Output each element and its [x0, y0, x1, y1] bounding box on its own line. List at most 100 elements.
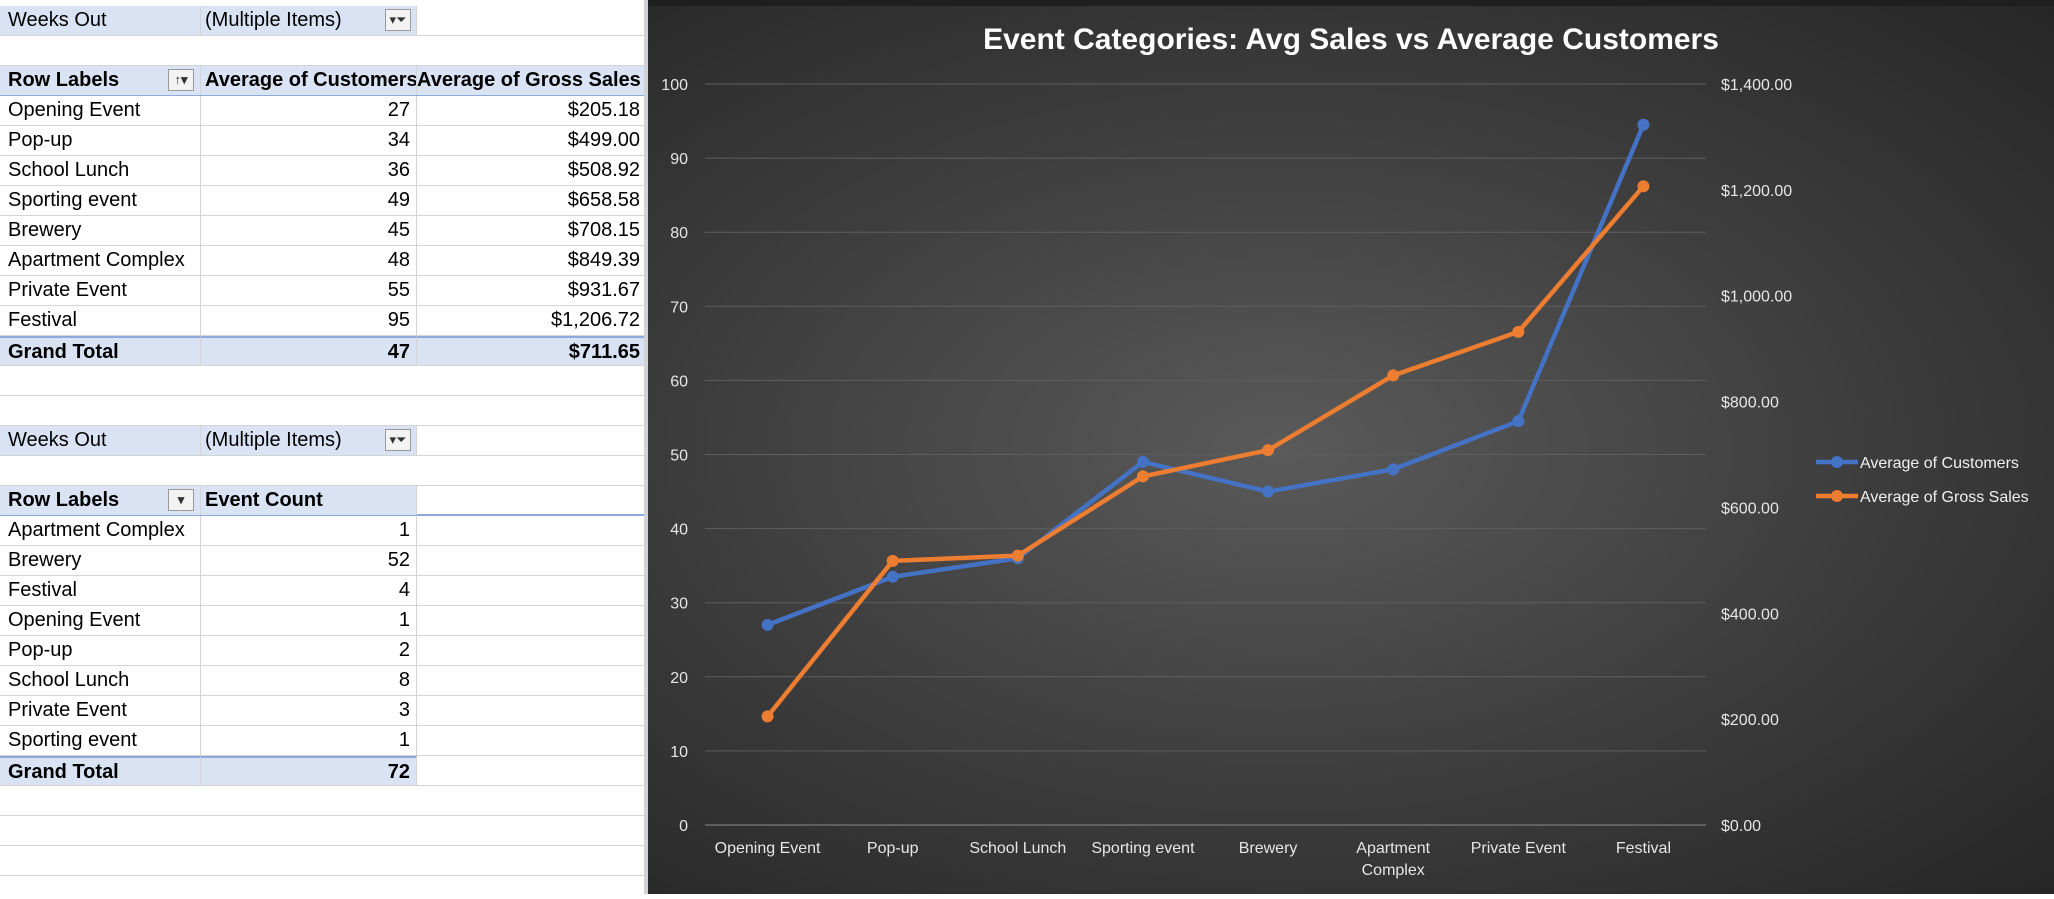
right-tick-label: $1,200.00 — [1721, 183, 1792, 200]
pivot1-row: Opening Event 27 $205.18 — [0, 96, 646, 126]
data-point-sales — [761, 710, 774, 723]
pivot1-filter-label: Weeks Out — [0, 6, 201, 35]
pivot1-header-row-labels[interactable]: Row Labels ↑▾ — [0, 66, 201, 95]
right-tick-label: $1,000.00 — [1721, 289, 1792, 306]
pivot2-row-count[interactable]: 1 — [201, 516, 417, 545]
pivot1-row: School Lunch 36 $508.92 — [0, 156, 646, 186]
pivot2-row-label[interactable]: Festival — [0, 576, 201, 605]
empty-cell — [417, 426, 646, 455]
pivot2-filter-value-text: (Multiple Items) — [205, 429, 342, 451]
data-point-customers — [1637, 118, 1650, 131]
pivot1-row-label[interactable]: Apartment Complex — [0, 246, 201, 275]
pivot2-grand-total-row: Grand Total 72 — [0, 756, 646, 786]
right-tick-label: $400.00 — [1721, 606, 1779, 623]
filter-icon[interactable]: ▾⏷ — [385, 9, 411, 31]
pivot2-row-count[interactable]: 1 — [201, 726, 417, 755]
empty-row — [0, 366, 646, 396]
pivot1-header-row: Row Labels ↑▾ Average of Customers Avera… — [0, 66, 646, 96]
pivot2-row-label[interactable]: Sporting event — [0, 726, 201, 755]
series-group — [761, 118, 1650, 723]
sort-filter-icon[interactable]: ↑▾ — [168, 69, 194, 91]
pivot1-row-sales[interactable]: $931.67 — [567, 279, 640, 301]
pivot1-row-label[interactable]: Private Event — [0, 276, 201, 305]
pivot1-row-sales[interactable]: $1,206.72 — [551, 309, 640, 331]
pivot1-row-label[interactable]: School Lunch — [0, 156, 201, 185]
data-point-sales — [1637, 180, 1650, 193]
pivot1-row-label[interactable]: Opening Event — [0, 96, 201, 125]
pivot1-row-customers[interactable]: 34 — [201, 126, 417, 155]
pivot2-row-label[interactable]: Brewery — [0, 546, 201, 575]
pivot1-row: Sporting event 49 $658.58 — [0, 186, 646, 216]
pivot1-row-sales[interactable]: $205.18 — [567, 99, 640, 121]
pivot1-row: Apartment Complex 48 $849.39 — [0, 246, 646, 276]
empty-cell — [417, 6, 646, 35]
legend-label: Average of Customers — [1860, 455, 2019, 472]
pivot1-row-customers[interactable]: 27 — [201, 96, 417, 125]
pivot2-total-label[interactable]: Grand Total — [0, 756, 201, 785]
pivot2-row-count[interactable]: 4 — [201, 576, 417, 605]
data-point-customers — [1136, 455, 1149, 468]
pivot1-row-label[interactable]: Festival — [0, 306, 201, 335]
pivot1-row-customers[interactable]: 55 — [201, 276, 417, 305]
left-tick-label: 90 — [670, 151, 688, 168]
empty-row — [0, 396, 646, 426]
chart-legend[interactable]: Average of Customers Average of Gross Sal… — [1816, 455, 2029, 506]
pivot1-total-sales[interactable]: $711.65 — [417, 336, 646, 365]
empty-row — [0, 786, 646, 816]
pivot1-filter-value[interactable]: (Multiple Items) ▾⏷ — [201, 6, 417, 35]
chart-svg: Event Categories: Avg Sales vs Average C… — [661, 23, 2029, 879]
pivot1-row-sales[interactable]: $499.00 — [567, 129, 640, 151]
pivot1-row-label[interactable]: Pop-up — [0, 126, 201, 155]
empty-row — [0, 36, 646, 66]
x-axis-ticks: Opening Event Pop-up School Lunch Sporting … — [715, 840, 1671, 879]
pivot1-row-customers[interactable]: 45 — [201, 216, 417, 245]
pivot1-row-label[interactable]: Brewery — [0, 216, 201, 245]
pivot2-row-count[interactable]: 52 — [201, 546, 417, 575]
data-point-customers — [886, 570, 899, 583]
filter-icon[interactable]: ▾⏷ — [385, 429, 411, 451]
pivot2-total-count[interactable]: 72 — [201, 756, 417, 785]
pivot1-row: Festival 95 $1,206.72 — [0, 306, 646, 336]
pivot1-row-customers[interactable]: 36 — [201, 156, 417, 185]
pivot1-row-label[interactable]: Sporting event — [0, 186, 201, 215]
pivot2-filter-value[interactable]: (Multiple Items) ▾⏷ — [201, 426, 417, 455]
left-tick-label: 60 — [670, 373, 688, 390]
pivot1-row-customers[interactable]: 49 — [201, 186, 417, 215]
pivot1-row-sales[interactable]: $708.15 — [567, 219, 640, 241]
left-tick-label: 40 — [670, 522, 688, 539]
empty-row — [0, 816, 646, 846]
left-tick-label: 70 — [670, 299, 688, 316]
pivot2-header-count: Event Count — [201, 486, 417, 515]
line-chart[interactable]: Event Categories: Avg Sales vs Average C… — [648, 6, 2054, 894]
pivot1-header-customers: Average of Customers — [201, 66, 417, 95]
pivot1-row: Brewery 45 $708.15 — [0, 216, 646, 246]
pivot1-row-customers[interactable]: 95 — [201, 306, 417, 335]
legend-marker — [1831, 490, 1843, 502]
pivot2-header-row-labels[interactable]: Row Labels ▾ — [0, 486, 201, 515]
right-tick-label: $200.00 — [1721, 712, 1779, 729]
pivot1-row-sales[interactable]: $849.39 — [567, 249, 640, 271]
pivot1-row-sales[interactable]: $658.58 — [567, 189, 640, 211]
pivot2-row-label[interactable]: Apartment Complex — [0, 516, 201, 545]
pivot2-row-count[interactable]: 1 — [201, 606, 417, 635]
pivot2-row-label[interactable]: Pop-up — [0, 636, 201, 665]
left-tick-label: 100 — [661, 77, 688, 94]
pivot2-row-count[interactable]: 8 — [201, 666, 417, 695]
legend-marker — [1831, 456, 1843, 468]
filter-icon[interactable]: ▾ — [168, 489, 194, 511]
pivot1-filter-value-text: (Multiple Items) — [205, 9, 342, 31]
left-tick-label: 10 — [670, 744, 688, 761]
pivot2-row-count[interactable]: 2 — [201, 636, 417, 665]
header-text: Row Labels — [8, 489, 120, 511]
pivot2-row-label[interactable]: Private Event — [0, 696, 201, 725]
pivot2-row-label[interactable]: School Lunch — [0, 666, 201, 695]
pivot2-row-label[interactable]: Opening Event — [0, 606, 201, 635]
data-point-sales — [1011, 549, 1024, 562]
pivot1-total-label[interactable]: Grand Total — [0, 336, 201, 365]
pivot1-row-customers[interactable]: 48 — [201, 246, 417, 275]
empty-cell — [417, 516, 646, 545]
pivot1-total-customers[interactable]: 47 — [201, 336, 417, 365]
pivot2-row-count[interactable]: 3 — [201, 696, 417, 725]
pivot1-row-sales[interactable]: $508.92 — [567, 159, 640, 181]
right-tick-label: $0.00 — [1721, 818, 1761, 835]
